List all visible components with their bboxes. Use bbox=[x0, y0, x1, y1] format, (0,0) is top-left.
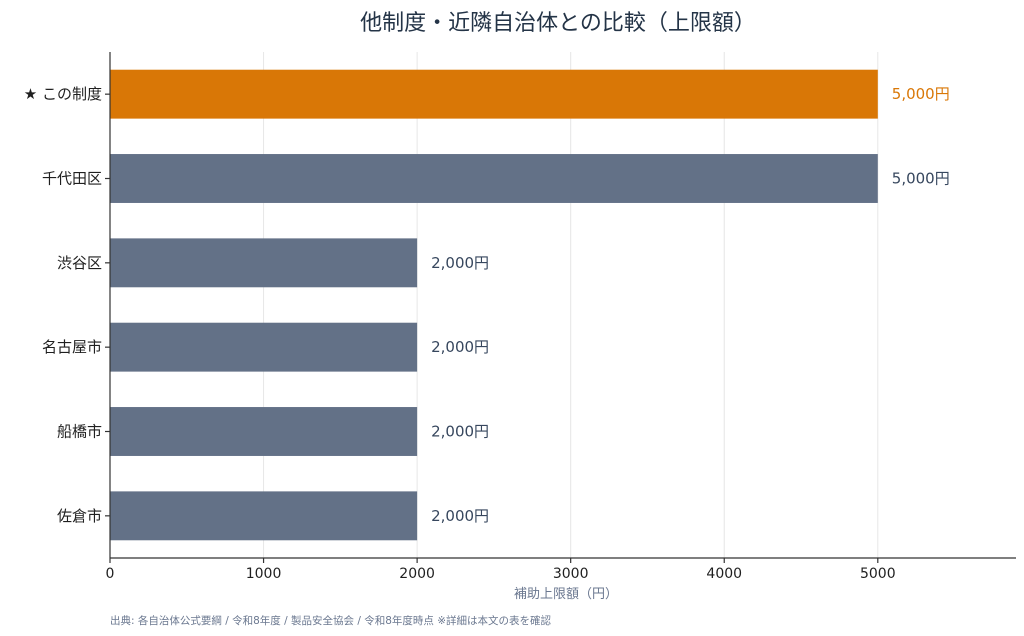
x-tick-label: 0 bbox=[106, 566, 115, 582]
x-tick-label: 1000 bbox=[246, 566, 282, 582]
category-label: 佐倉市 bbox=[57, 507, 102, 525]
category-label: 千代田区 bbox=[42, 170, 102, 188]
category-label: 名古屋市 bbox=[42, 338, 102, 356]
bar bbox=[110, 154, 878, 203]
x-tick-label: 4000 bbox=[706, 566, 742, 582]
data-label: 2,000円 bbox=[431, 423, 489, 441]
x-tick-label: 3000 bbox=[553, 566, 589, 582]
bar bbox=[110, 491, 418, 541]
bar bbox=[110, 407, 418, 456]
data-label: 5,000円 bbox=[892, 170, 950, 188]
bar bbox=[110, 69, 878, 119]
chart-title: 他制度・近隣自治体との比較（上限額） bbox=[360, 11, 756, 36]
category-label: ★ この制度 bbox=[24, 85, 102, 103]
category-label: 渋谷区 bbox=[57, 254, 102, 272]
x-tick-label: 5000 bbox=[860, 566, 896, 582]
category-label: 船橋市 bbox=[57, 423, 102, 441]
bar bbox=[110, 322, 418, 372]
x-tick-label: 2000 bbox=[399, 566, 435, 582]
data-label: 2,000円 bbox=[431, 338, 489, 356]
bar bbox=[110, 238, 418, 288]
data-label: 2,000円 bbox=[431, 254, 489, 272]
source-note: 出典: 各自治体公式要綱 / 令和8年度 / 製品安全協会 / 令和8年度時点 … bbox=[110, 614, 552, 627]
x-axis-label: 補助上限額（円） bbox=[514, 587, 618, 602]
data-label: 5,000円 bbox=[892, 85, 950, 103]
data-label: 2,000円 bbox=[431, 507, 489, 525]
